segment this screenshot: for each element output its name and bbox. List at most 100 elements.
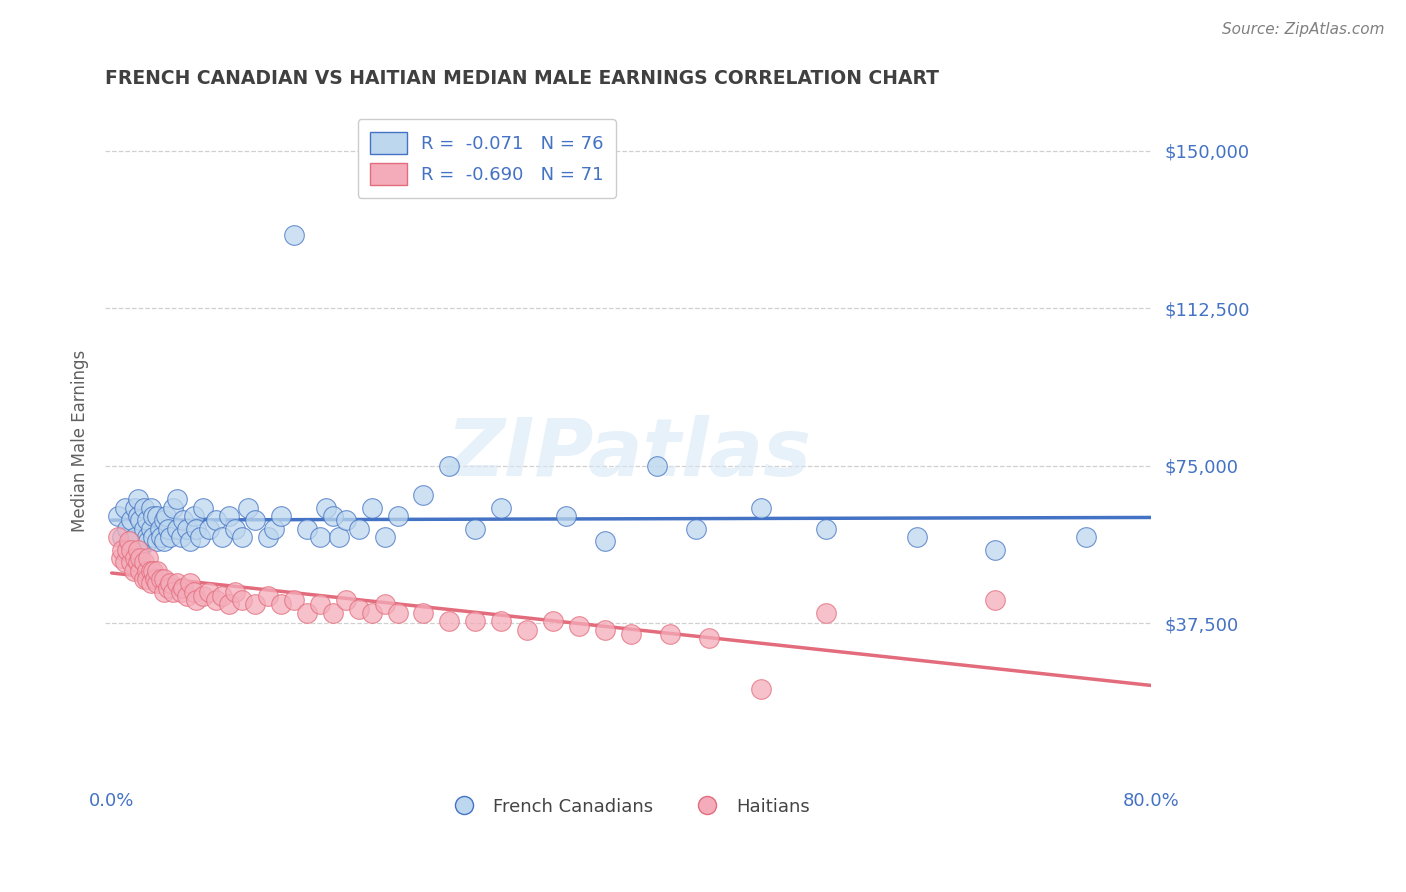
Point: [984, 593, 1007, 607]
Point: [749, 500, 772, 515]
Point: [114, 500, 136, 515]
Point: [139, 500, 162, 515]
Point: [169, 585, 191, 599]
Point: [283, 593, 305, 607]
Point: [387, 606, 409, 620]
Point: [412, 606, 434, 620]
Point: [169, 530, 191, 544]
Point: [347, 522, 370, 536]
Point: [186, 593, 208, 607]
Point: [347, 601, 370, 615]
Point: [256, 530, 278, 544]
Point: [256, 589, 278, 603]
Point: [159, 576, 181, 591]
Point: [129, 564, 152, 578]
Point: [322, 509, 344, 524]
Point: [491, 500, 513, 515]
Point: [179, 534, 201, 549]
Point: [176, 522, 198, 536]
Point: [120, 542, 142, 557]
Point: [439, 458, 461, 473]
Point: [360, 500, 382, 515]
Point: [308, 598, 330, 612]
Point: [204, 593, 226, 607]
Point: [129, 513, 152, 527]
Point: [107, 530, 129, 544]
Point: [135, 530, 157, 544]
Point: [387, 509, 409, 524]
Point: [211, 589, 233, 603]
Point: [146, 564, 169, 578]
Point: [186, 522, 208, 536]
Point: [749, 681, 772, 696]
Point: [568, 618, 591, 632]
Text: FRENCH CANADIAN VS HAITIAN MEDIAN MALE EARNINGS CORRELATION CHART: FRENCH CANADIAN VS HAITIAN MEDIAN MALE E…: [105, 69, 939, 87]
Point: [295, 606, 318, 620]
Point: [150, 572, 173, 586]
Point: [122, 564, 145, 578]
Point: [166, 492, 188, 507]
Point: [211, 530, 233, 544]
Point: [136, 534, 159, 549]
Point: [127, 492, 149, 507]
Point: [117, 542, 139, 557]
Point: [243, 513, 266, 527]
Point: [231, 530, 253, 544]
Point: [142, 509, 165, 524]
Point: [134, 572, 156, 586]
Point: [172, 513, 194, 527]
Point: [183, 585, 205, 599]
Legend: French Canadians, Haitians: French Canadians, Haitians: [439, 790, 817, 823]
Point: [139, 576, 162, 591]
Point: [464, 522, 486, 536]
Point: [135, 572, 157, 586]
Point: [129, 551, 152, 566]
Point: [150, 530, 173, 544]
Point: [191, 589, 214, 603]
Point: [166, 576, 188, 591]
Point: [107, 509, 129, 524]
Point: [111, 530, 134, 544]
Point: [136, 551, 159, 566]
Point: [127, 556, 149, 570]
Point: [152, 513, 174, 527]
Point: [270, 598, 292, 612]
Point: [620, 627, 643, 641]
Point: [143, 572, 166, 586]
Point: [595, 534, 617, 549]
Point: [543, 615, 565, 629]
Point: [204, 513, 226, 527]
Point: [146, 509, 169, 524]
Point: [117, 534, 139, 549]
Point: [815, 606, 838, 620]
Point: [127, 542, 149, 557]
Point: [659, 627, 682, 641]
Point: [159, 530, 181, 544]
Point: [360, 606, 382, 620]
Text: ZIPatlas: ZIPatlas: [446, 415, 811, 493]
Point: [135, 513, 157, 527]
Point: [135, 564, 157, 578]
Point: [142, 564, 165, 578]
Point: [191, 500, 214, 515]
Point: [283, 227, 305, 242]
Point: [335, 513, 357, 527]
Point: [124, 551, 146, 566]
Point: [373, 598, 395, 612]
Point: [218, 598, 240, 612]
Point: [308, 530, 330, 544]
Y-axis label: Median Male Earnings: Median Male Earnings: [72, 350, 89, 532]
Point: [328, 530, 350, 544]
Point: [815, 522, 838, 536]
Point: [146, 534, 169, 549]
Point: [149, 522, 172, 536]
Point: [373, 530, 395, 544]
Point: [155, 509, 177, 524]
Point: [110, 551, 132, 566]
Point: [162, 585, 184, 599]
Point: [172, 581, 194, 595]
Point: [111, 542, 134, 557]
Point: [697, 631, 720, 645]
Point: [491, 615, 513, 629]
Point: [270, 509, 292, 524]
